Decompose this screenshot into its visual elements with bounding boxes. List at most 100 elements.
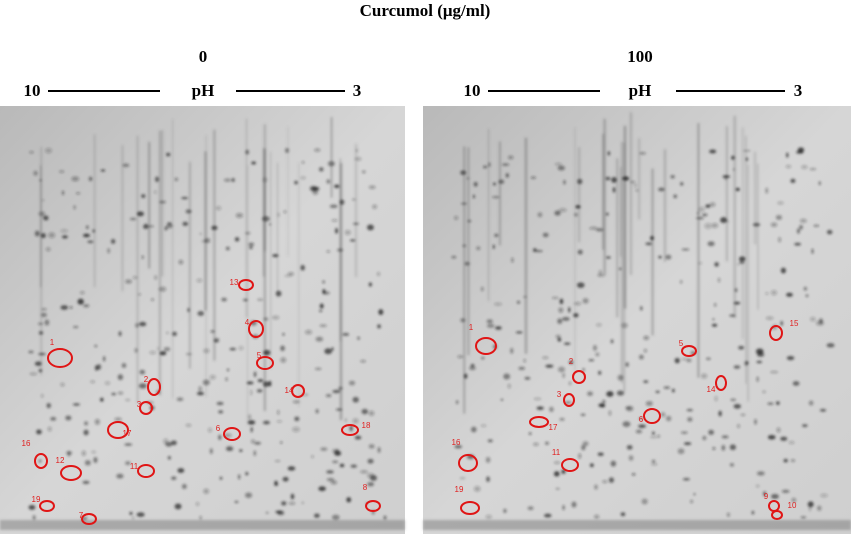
protein-spot	[368, 282, 372, 287]
protein-spot	[198, 385, 202, 392]
spot-circle	[769, 325, 783, 341]
protein-spot	[527, 506, 534, 511]
protein-spot	[92, 229, 96, 233]
protein-spot	[215, 205, 222, 211]
protein-spot	[639, 354, 644, 360]
protein-spot	[335, 448, 339, 454]
spot-label: 14	[707, 385, 716, 394]
protein-spot	[625, 362, 629, 367]
protein-spot	[262, 381, 270, 387]
gel-texture	[0, 117, 405, 530]
protein-spot	[61, 235, 68, 239]
protein-spot	[729, 444, 736, 451]
protein-spot	[274, 459, 281, 463]
protein-spot	[100, 169, 106, 172]
spot-label: 1	[50, 338, 55, 347]
protein-spot	[595, 323, 602, 327]
protein-spot	[487, 439, 493, 443]
protein-spot	[803, 286, 808, 291]
spot-circle	[291, 384, 305, 398]
protein-spot	[226, 446, 234, 452]
protein-spot	[366, 224, 374, 231]
streak	[619, 166, 623, 257]
protein-spot	[533, 442, 539, 446]
protein-spot	[553, 471, 560, 477]
protein-spot	[322, 289, 326, 294]
protein-spot	[211, 225, 218, 231]
protein-spot	[811, 248, 814, 254]
protein-spot	[711, 222, 719, 229]
protein-spot	[315, 336, 324, 342]
protein-spot	[139, 321, 147, 327]
spot-label: 12	[56, 456, 65, 465]
protein-spot	[652, 431, 655, 435]
protein-spot	[216, 401, 224, 406]
protein-spot	[808, 400, 814, 406]
protein-spot	[582, 298, 589, 304]
protein-spot	[568, 381, 572, 386]
panel-label: 0	[199, 47, 208, 66]
protein-spot	[118, 331, 122, 337]
protein-spot	[807, 501, 814, 508]
protein-spot	[238, 474, 241, 480]
protein-spot	[698, 206, 705, 212]
protein-spot	[756, 360, 763, 364]
protein-spot	[557, 337, 562, 342]
protein-spot	[201, 239, 208, 243]
protein-spot	[730, 155, 735, 160]
protein-spot	[153, 190, 157, 194]
protein-spot	[466, 176, 470, 181]
protein-spot	[159, 351, 167, 356]
protein-spot	[117, 374, 124, 381]
protein-spot	[588, 359, 595, 362]
protein-spot	[820, 493, 828, 498]
protein-spot	[243, 298, 248, 302]
protein-spot	[492, 196, 500, 199]
protein-spot	[542, 356, 549, 360]
protein-spot	[580, 413, 586, 416]
protein-spot	[559, 298, 564, 305]
spot-label: 19	[32, 495, 41, 504]
spot-label: 3	[557, 390, 562, 399]
protein-spot	[801, 165, 808, 170]
protein-spot	[467, 219, 472, 223]
protein-spot	[334, 184, 340, 189]
protein-spot	[283, 210, 287, 214]
protein-spot	[265, 511, 269, 514]
spot-label: 11	[552, 448, 561, 457]
protein-spot	[709, 149, 717, 154]
protein-spot	[275, 510, 283, 514]
protein-spot	[357, 336, 360, 340]
protein-spot	[367, 473, 375, 479]
streak	[637, 138, 641, 220]
protein-spot	[470, 364, 475, 367]
spot-label: 4	[245, 318, 250, 327]
streak	[725, 126, 729, 262]
protein-spot	[718, 410, 722, 417]
streak	[615, 158, 619, 318]
spot-label: 3	[137, 400, 142, 409]
protein-spot	[663, 386, 670, 389]
protein-spot	[172, 331, 177, 337]
protein-spot	[625, 406, 631, 409]
protein-spot	[331, 219, 338, 222]
protein-spot	[523, 358, 526, 363]
spot-label: 6	[216, 424, 221, 433]
protein-spot	[324, 348, 333, 355]
protein-spot	[367, 482, 374, 487]
protein-spot	[132, 275, 138, 280]
protein-spot	[638, 417, 643, 420]
protein-spot	[752, 222, 761, 227]
protein-spot	[197, 310, 205, 316]
protein-spot	[326, 179, 331, 184]
protein-spot	[355, 148, 359, 153]
protein-spot	[714, 303, 717, 307]
protein-spot	[826, 229, 833, 235]
spot-label: 9	[764, 492, 769, 501]
streak	[757, 163, 759, 310]
protein-spot	[247, 420, 256, 425]
protein-spot	[593, 514, 600, 519]
protein-spot	[751, 510, 755, 515]
protein-spot	[339, 463, 345, 468]
protein-spot	[136, 512, 145, 517]
